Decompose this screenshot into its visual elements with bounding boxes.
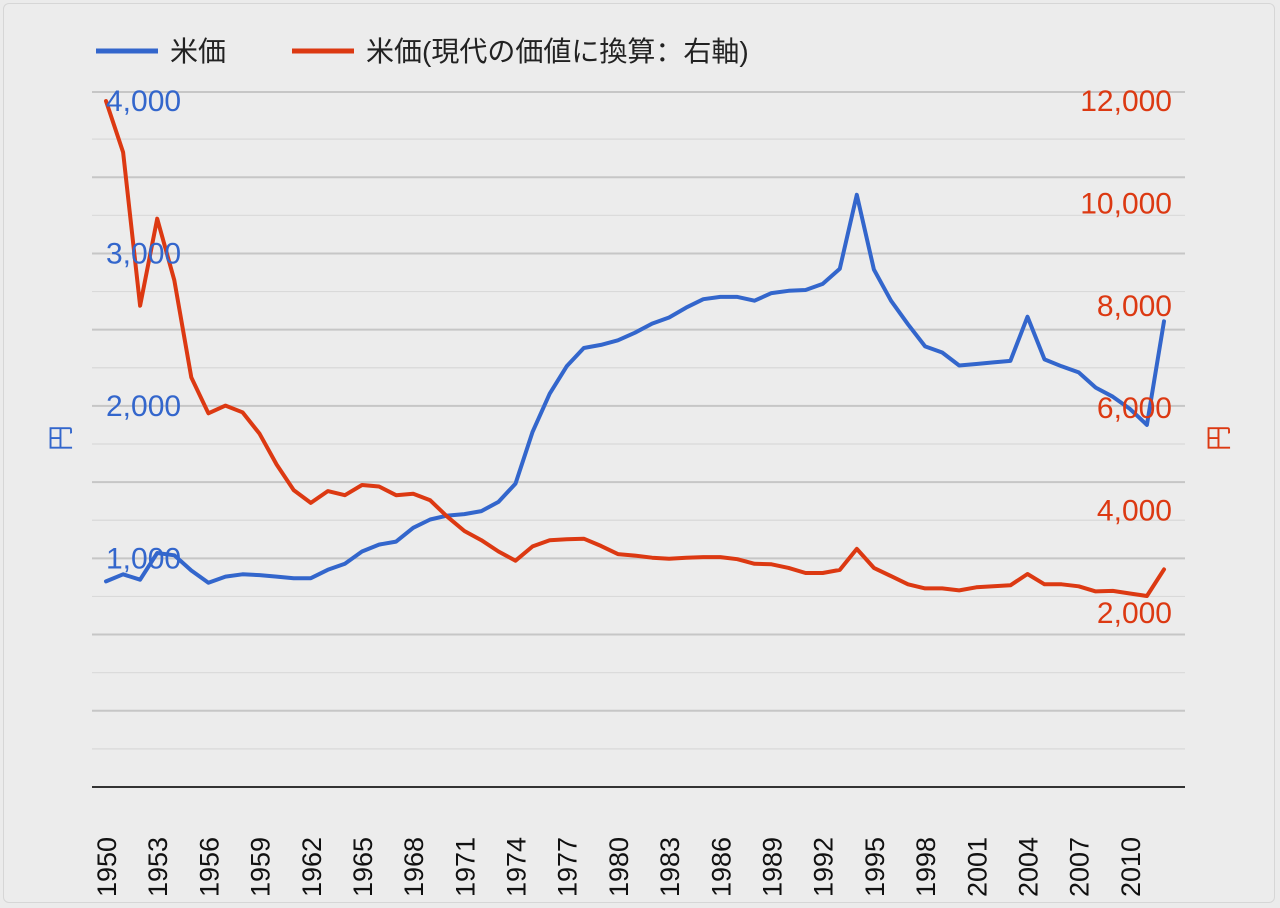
x-tick-label: 1989 xyxy=(758,837,788,897)
left-tick-label: 3,000 xyxy=(106,237,181,270)
series-line-2 xyxy=(104,99,1166,598)
x-tick-label: 1965 xyxy=(348,837,378,897)
x-tick-label: 1962 xyxy=(297,837,327,897)
legend-label-series-1: 米価 xyxy=(170,36,226,67)
x-tick-label: 1980 xyxy=(604,837,634,897)
x-tick-label: 1959 xyxy=(246,837,276,897)
right-tick-label: 4,000 xyxy=(1097,495,1172,528)
left-axis-title: 円 xyxy=(46,425,76,451)
x-tick-label: 1986 xyxy=(706,837,736,897)
x-tick-label: 2001 xyxy=(962,837,992,897)
left-tick-label: 2,000 xyxy=(106,390,181,423)
x-tick-label: 1968 xyxy=(399,837,429,897)
line-chart: 米価 米価(現代の価値に換算：右軸) 円 円 1,000 2,000 3,000 4,… xyxy=(46,36,1234,897)
x-tick-label: 1950 xyxy=(92,837,122,897)
right-axis-title: 円 xyxy=(1204,425,1234,451)
right-tick-label: 6,000 xyxy=(1097,392,1172,425)
legend-label-series-2: 米価(現代の価値に換算：右軸) xyxy=(366,36,749,67)
x-tick-label: 1953 xyxy=(143,837,173,897)
right-tick-label: 12,000 xyxy=(1080,85,1172,118)
x-tick-label: 1974 xyxy=(502,837,532,897)
right-tick-label: 10,000 xyxy=(1080,187,1172,220)
x-tick-label: 2004 xyxy=(1014,837,1044,897)
x-tick-label: 1995 xyxy=(860,837,890,897)
series-line-1 xyxy=(104,192,1166,585)
x-tick-label: 1983 xyxy=(655,837,685,897)
chart-frame: 米価 米価(現代の価値に換算：右軸) 円 円 1,000 2,000 3,000 4,… xyxy=(3,3,1275,903)
x-tick-label: 1977 xyxy=(553,837,583,897)
x-tick-label: 1998 xyxy=(911,837,941,897)
left-tick-label: 4,000 xyxy=(106,85,181,118)
x-tick-label: 2007 xyxy=(1065,837,1095,897)
tick-labels: 1,000 2,000 3,000 4,000 2,000 4,000 6,000 8,000… xyxy=(92,85,1172,897)
x-tick-label: 2010 xyxy=(1116,837,1146,897)
right-tick-label: 2,000 xyxy=(1097,597,1172,630)
series-layer xyxy=(104,99,1166,598)
legend: 米価 米価(現代の価値に換算：右軸) xyxy=(96,36,749,67)
x-tick-label: 1971 xyxy=(450,837,480,897)
right-tick-label: 8,000 xyxy=(1097,290,1172,323)
gridlines xyxy=(92,91,1185,750)
x-tick-label: 1956 xyxy=(194,837,224,897)
x-tick-label: 1992 xyxy=(809,837,839,897)
left-tick-label: 1,000 xyxy=(106,542,181,575)
